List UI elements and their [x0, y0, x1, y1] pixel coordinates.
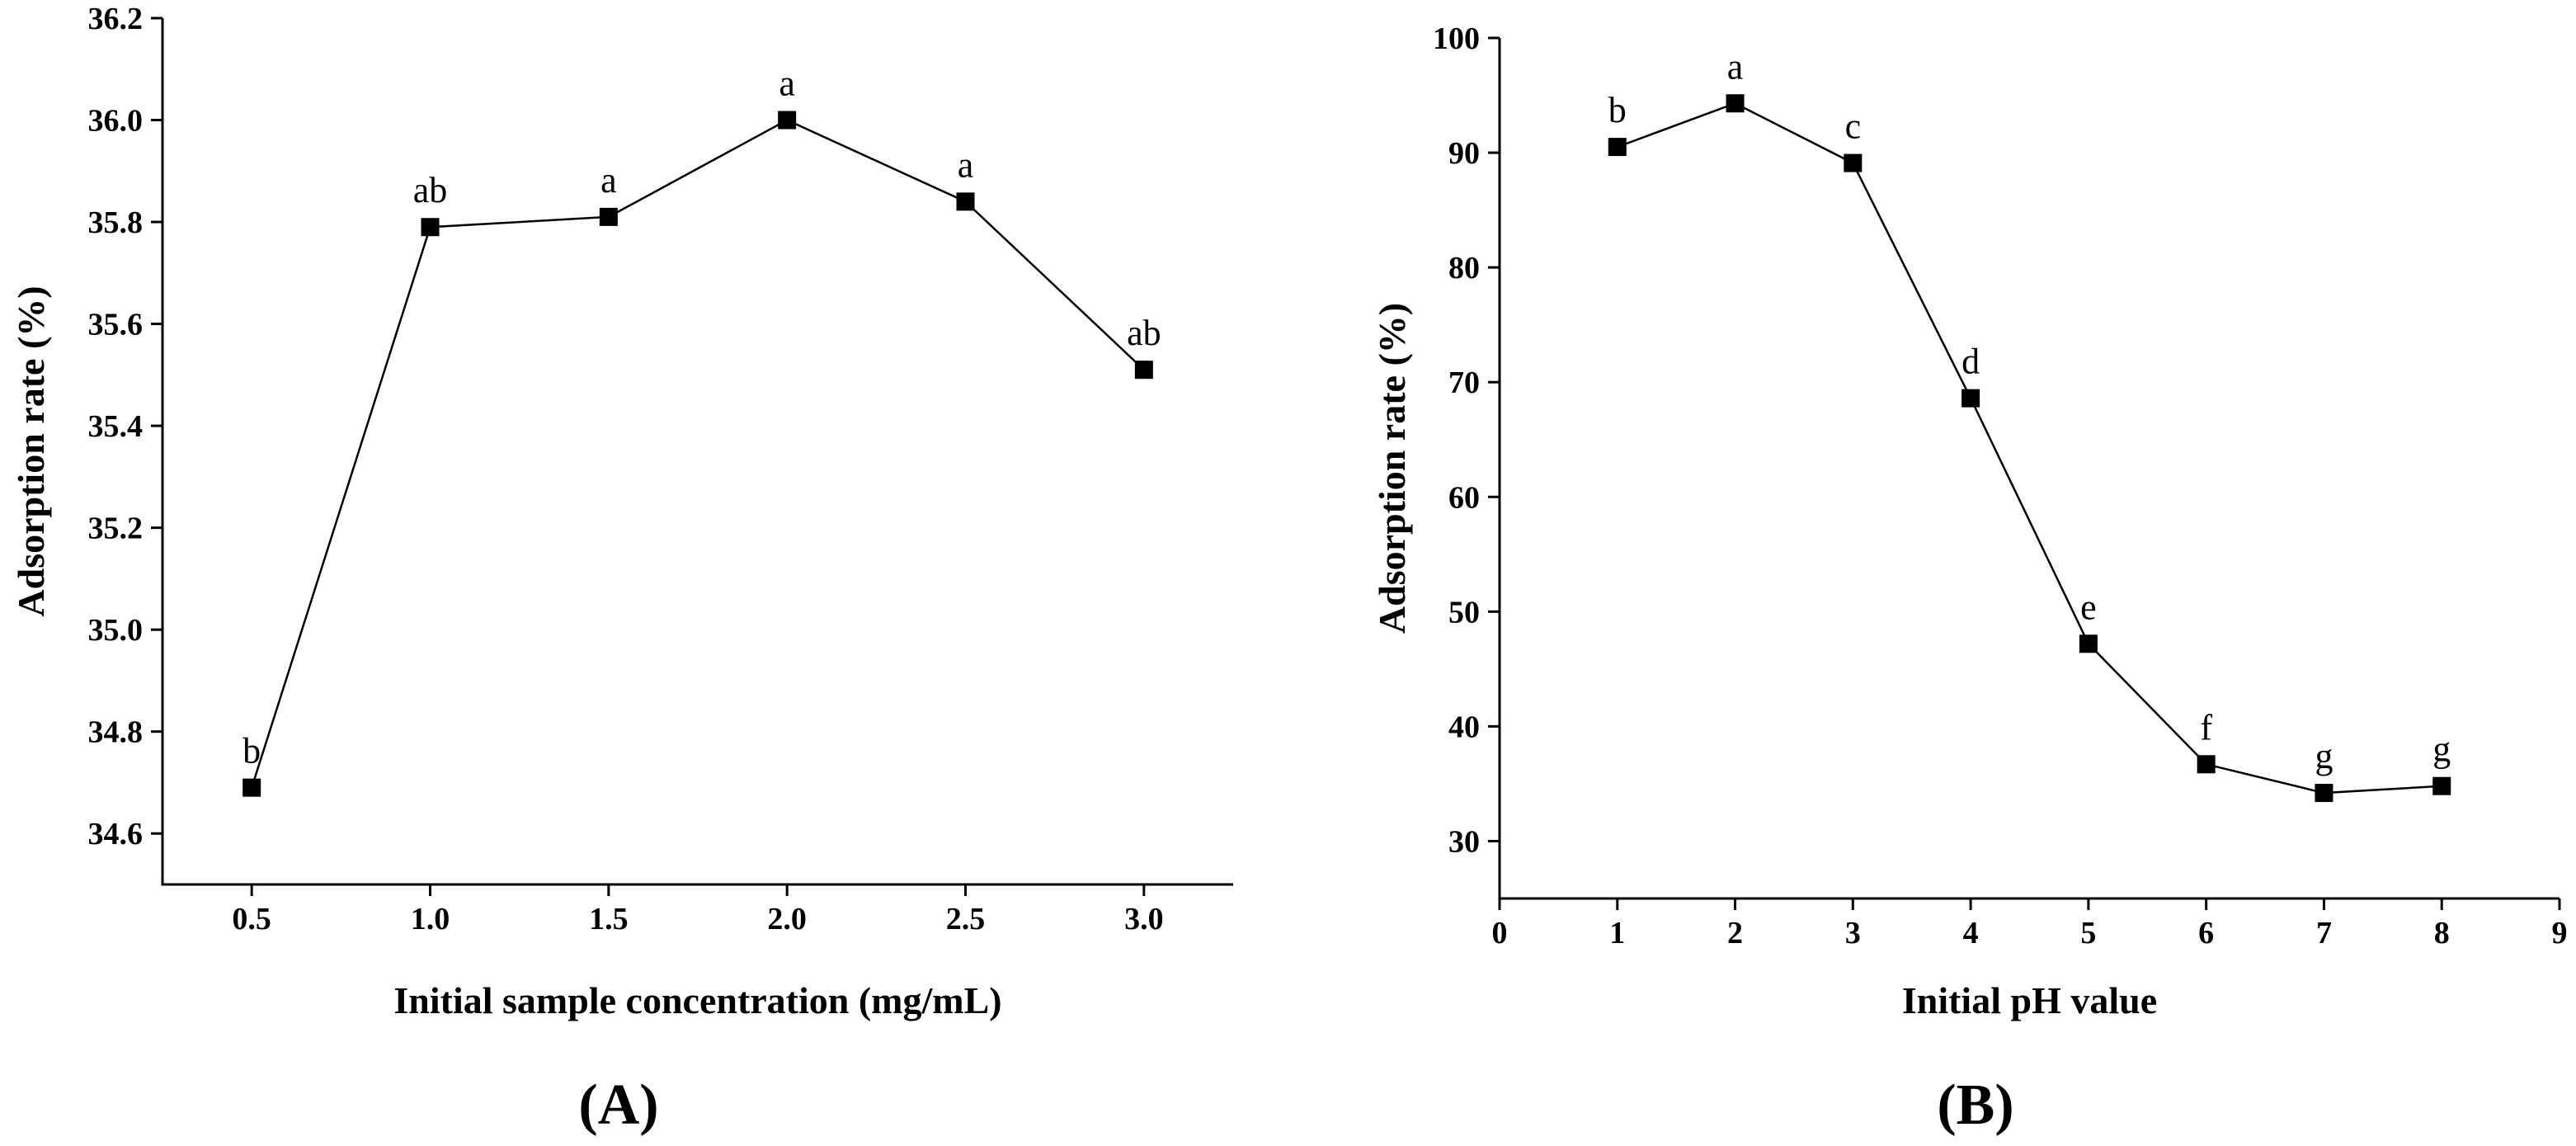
panel-a-significance-label: ab [1127, 313, 1161, 353]
panel-b-data-point [1726, 94, 1745, 113]
panel-a-x-tick-label: 0.5 [232, 902, 271, 936]
panel-a-y-tick-label: 35.4 [88, 409, 144, 444]
panel-b-y-tick-label: 40 [1448, 710, 1480, 744]
panel-a-x-axis-title: Initial sample concentration (mg/mL) [393, 979, 1001, 1021]
panel-a-x-tick-label: 2.5 [946, 902, 986, 936]
panel-a-y-axis-title: Adsorption rate (%) [10, 285, 52, 616]
panel-a-y-tick-label: 35.2 [88, 512, 144, 546]
panel-a-x-tick-label: 2.0 [767, 902, 807, 936]
panel-a-significance-label: ab [413, 170, 448, 210]
panel-b-significance-label: d [1961, 342, 1980, 382]
panel-b-y-tick-label: 80 [1448, 251, 1480, 285]
panel-a-y-tick-label: 35.8 [88, 205, 144, 240]
panel-a-significance-label: a [779, 64, 795, 104]
panel-b-y-axis-title: Adsorption rate (%) [1371, 303, 1413, 634]
panel-b-y-tick-label: 50 [1448, 595, 1480, 630]
panel-a-data-point [599, 207, 618, 226]
panel-b-y-tick-label: 90 [1448, 136, 1480, 171]
panel-a-axes [161, 18, 1233, 886]
panel-b-significance-label: b [1608, 90, 1627, 130]
panel-b-axes [1498, 38, 2560, 900]
panel-b-y-tick-label: 60 [1448, 480, 1480, 515]
panel-b-y-tick-label: 30 [1448, 824, 1480, 859]
panel-b-x-tick-label: 8 [2434, 916, 2450, 950]
panel-a-y-tick-label: 35.0 [88, 613, 144, 648]
panel-b-x-tick-label: 3 [1845, 916, 1861, 950]
panel-a-significance-label: a [600, 160, 617, 200]
panel-b-x-axis-title: Initial pH value [1902, 979, 2157, 1021]
panel-b-data-point [2432, 776, 2451, 795]
panel-b-panel-label: (B) [1937, 1073, 2013, 1137]
panel-b-data-point [2315, 784, 2333, 803]
panel-b-x-tick-label: 1 [1609, 916, 1625, 950]
panel-a-data-point [956, 192, 975, 211]
panel-a-y-tick-label: 35.6 [88, 308, 144, 342]
panel-b-data-point [1608, 138, 1627, 157]
panel-b-x-tick-label: 0 [1492, 916, 1508, 950]
panel-a-data-point [243, 778, 261, 797]
panel-b-significance-label: g [2432, 729, 2451, 770]
panel-b-significance-label: c [1845, 106, 1862, 147]
panel-b-data-point [2079, 634, 2098, 653]
panel-b-significance-label: e [2080, 587, 2097, 627]
panel-b-x-tick-label: 5 [2080, 916, 2096, 950]
panel-b-chart: 30 40 50 60 70 80 90 100 0 1 2 3 4 5 6 7 8 9 Initial pH va… [1371, 21, 2568, 1137]
panel-b-y-tick-label: 100 [1433, 21, 1480, 56]
panel-a-series-line [250, 119, 1145, 789]
panel-a-x-tick-label: 1.0 [411, 902, 450, 936]
panel-a-y-tick-label: 34.6 [88, 817, 144, 851]
panel-a-x-tick-label: 3.0 [1124, 902, 1164, 936]
panel-b-x-tick-label: 7 [2316, 916, 2332, 950]
panel-b-x-tick-label: 2 [1727, 916, 1743, 950]
panel-b-x-tick-label: 4 [1963, 916, 1979, 950]
panel-a-data-point [778, 111, 797, 130]
panel-a-y-tick-label: 34.8 [88, 715, 144, 750]
panel-b-significance-label: a [1727, 46, 1744, 87]
panel-a-chart: 34.6 34.8 35.0 35.2 35.4 35.6 35.8 36.0 36.2 0.5 1… [10, 2, 1233, 1137]
panel-b-data-point [1961, 389, 1980, 408]
panel-b-x-tick-label: 9 [2552, 916, 2568, 950]
panel-b-significance-label: g [2315, 736, 2333, 776]
panel-b-x-tick-label: 6 [2198, 916, 2214, 950]
panel-a-significance-label: b [243, 731, 261, 771]
panel-b-series-line [1617, 101, 2442, 795]
panel-a-x-tick-label: 1.5 [589, 902, 629, 936]
panel-a-y-tick-label: 36.2 [88, 2, 144, 36]
panel-b-y-tick-label: 70 [1448, 365, 1480, 400]
panel-a-significance-label: a [958, 144, 974, 185]
panel-a-panel-label: (A) [578, 1073, 658, 1137]
panel-a-data-point [1134, 361, 1153, 380]
panel-a-y-tick-label: 36.0 [88, 104, 144, 139]
panel-a-data-point [421, 218, 440, 237]
panel-b-data-point [2197, 755, 2216, 774]
panel-b-significance-label: f [2200, 707, 2212, 747]
panel-b-data-point [1844, 153, 1863, 172]
